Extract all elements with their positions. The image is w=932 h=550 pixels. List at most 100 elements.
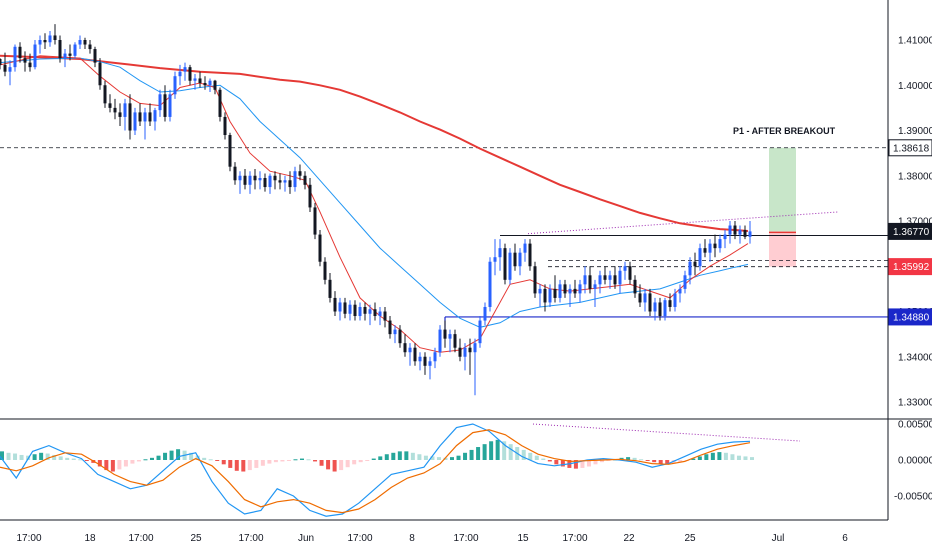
price-label-box[interactable] xyxy=(888,139,932,157)
candle-body xyxy=(148,112,152,122)
candle-body xyxy=(643,293,647,303)
candle-body xyxy=(238,175,242,181)
candle-body xyxy=(533,266,537,294)
signal_line xyxy=(0,429,751,514)
candle-body xyxy=(63,53,67,59)
candle-body xyxy=(13,46,17,68)
candle-body xyxy=(318,234,322,262)
time-tick-label: Jul xyxy=(772,533,785,544)
candle-body xyxy=(613,275,617,285)
horizontal-levels[interactable] xyxy=(0,147,888,339)
candle-body xyxy=(113,107,117,113)
candle-body xyxy=(573,288,577,294)
macd-histogram-bar xyxy=(704,454,709,460)
candle-body xyxy=(478,320,482,344)
candle-body xyxy=(548,288,552,303)
candle-body xyxy=(248,175,252,185)
candle-body xyxy=(223,116,227,136)
candle-body xyxy=(213,80,217,90)
candle-body xyxy=(23,58,27,63)
candle-body xyxy=(568,288,572,294)
candle-body xyxy=(513,252,517,267)
price-label-box[interactable] xyxy=(888,308,932,326)
candle-body xyxy=(483,306,487,321)
candle-body xyxy=(303,175,307,185)
macd-histogram-bar xyxy=(84,460,89,461)
time-tick-label: 6 xyxy=(842,533,848,544)
candle-body xyxy=(288,180,292,188)
candle-body xyxy=(263,178,267,188)
candle-body xyxy=(608,275,612,280)
candle-body xyxy=(368,309,372,314)
macd-histogram-bar xyxy=(371,458,376,460)
macd_line xyxy=(0,423,751,517)
macd-histogram-bar xyxy=(391,452,396,460)
time-axis[interactable]: 17:00 18 17:00 25 17:00 Jun 17:00 8 17:00 15 17:00… xyxy=(16,533,848,544)
price-pane[interactable]: P1 - AFTER BREAKOUT xyxy=(0,0,888,418)
candle-body xyxy=(713,243,717,249)
time-tick-label: 17:00 xyxy=(562,533,587,544)
candle-body xyxy=(328,279,332,298)
macd-histogram-bar xyxy=(130,460,135,464)
candle-body xyxy=(98,62,102,86)
macd-histogram-bar xyxy=(586,460,591,467)
candle-body xyxy=(683,275,687,289)
macd-histogram-bar xyxy=(345,460,350,468)
macd-histogram-bar xyxy=(691,458,696,460)
macd-histogram-bar xyxy=(430,456,435,460)
candle-body xyxy=(733,225,737,235)
macd-histogram-bar xyxy=(78,459,83,461)
macd-histogram-bar xyxy=(136,460,141,462)
macd-pane[interactable] xyxy=(0,423,801,517)
macd-histogram-bar xyxy=(404,451,409,460)
candle-body xyxy=(203,82,207,86)
candle-body xyxy=(463,347,467,357)
macd-histogram-bar xyxy=(750,457,754,460)
candle-body xyxy=(623,266,627,271)
time-tick-label: 17:00 xyxy=(453,533,478,544)
macd-histogram-bar xyxy=(639,459,644,461)
macd-histogram-bar xyxy=(580,460,585,468)
macd-histogram-bar xyxy=(632,457,637,460)
macd-histogram-bar xyxy=(645,460,650,461)
macd-histogram-bar xyxy=(267,460,272,464)
macd-histogram-bar xyxy=(710,452,715,460)
candle-body xyxy=(73,44,77,56)
candle-body xyxy=(728,225,732,235)
macd-histogram-bar xyxy=(195,455,200,460)
stop-loss-zone xyxy=(769,231,796,267)
price-label-box[interactable] xyxy=(888,258,932,276)
macd-axis[interactable]: 0.00500 0.00000 -0.00500 xyxy=(894,420,932,503)
candle-body xyxy=(323,261,327,280)
candle-body xyxy=(708,243,712,253)
candle-body xyxy=(128,103,132,131)
price-label-box[interactable] xyxy=(888,222,932,240)
macd-histogram-bar xyxy=(273,460,278,463)
candle-body xyxy=(43,40,47,43)
candle-body xyxy=(108,103,112,108)
price-axis[interactable]: 1.410001.400001.390001.380001.370001.360… xyxy=(887,0,932,520)
macd-histogram-bar xyxy=(254,460,259,468)
candle-body xyxy=(698,248,702,267)
candle-body xyxy=(313,207,317,235)
macd-histogram-bar xyxy=(189,452,194,460)
candle-body xyxy=(83,40,87,45)
candle-body xyxy=(468,347,472,353)
candle-body xyxy=(243,175,247,185)
macd-histogram-bar xyxy=(358,460,363,463)
candles xyxy=(0,24,752,396)
price-trendline[interactable] xyxy=(527,211,839,235)
candle-body xyxy=(53,35,57,40)
macd-histogram-bar xyxy=(450,457,454,460)
macd-histogram-bar xyxy=(163,452,168,460)
macd-histogram-bar xyxy=(365,460,370,461)
candle-body xyxy=(443,329,447,339)
macd-histogram-bar xyxy=(384,454,389,460)
macd-histogram-bar xyxy=(339,460,344,471)
candle-body xyxy=(458,347,462,357)
macd-histogram-bar xyxy=(313,460,318,462)
candle-body xyxy=(678,288,682,294)
macd-tick-label: 0.00000 xyxy=(898,456,932,467)
candle-body xyxy=(453,334,457,348)
